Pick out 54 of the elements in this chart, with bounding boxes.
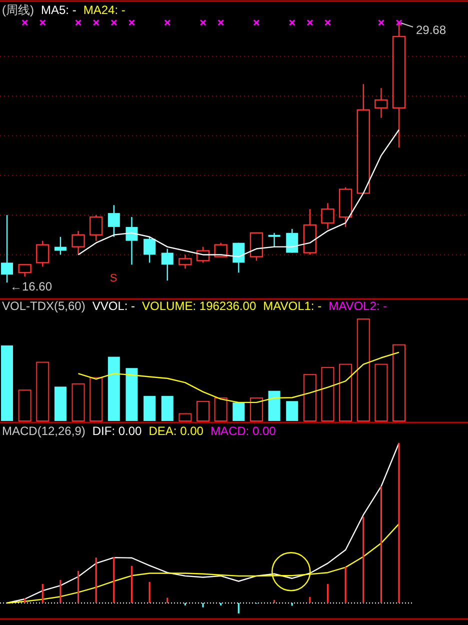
annotation: S <box>110 272 118 284</box>
text: VVOL: - <box>92 299 136 313</box>
text: DIF: 0.00 <box>92 424 142 438</box>
annotation: ←16.60 <box>10 280 52 294</box>
bar <box>392 344 406 422</box>
candlestick <box>1 214 13 284</box>
candlestick <box>72 230 85 256</box>
bar <box>90 377 103 422</box>
bar <box>144 396 156 421</box>
bar <box>303 374 316 422</box>
candlestick <box>18 264 32 278</box>
bar <box>72 383 85 422</box>
text: MA24: - <box>83 3 126 17</box>
bar <box>178 413 192 422</box>
candlestick <box>161 248 174 282</box>
chart-title: MACD(12,26,9) <box>2 424 86 438</box>
text: MAVOL2: - <box>328 299 388 313</box>
candlestick <box>36 240 50 268</box>
text: 29.68 <box>416 23 446 37</box>
bar <box>321 366 334 422</box>
text: MAVOL1: - <box>263 299 322 313</box>
candlestick <box>321 202 334 230</box>
bar <box>108 356 120 421</box>
bar <box>54 386 66 421</box>
candlestick <box>126 216 138 266</box>
bar <box>36 362 50 422</box>
bar <box>161 396 174 421</box>
bar <box>1 345 13 421</box>
bar <box>232 402 245 421</box>
bar <box>356 318 370 422</box>
text: MA5: - <box>41 3 76 17</box>
bar <box>250 397 263 422</box>
text: MACD: 0.00 <box>210 424 276 438</box>
bar <box>286 401 298 421</box>
bar <box>196 400 210 422</box>
bar <box>339 364 352 422</box>
text: VOLUME: 196236.00 <box>142 299 256 313</box>
bar <box>374 364 388 422</box>
candlestick <box>250 232 264 262</box>
bar <box>126 368 138 421</box>
candlestick <box>144 236 156 264</box>
candlestick <box>89 214 103 242</box>
chart-title: (周线) <box>2 3 34 17</box>
candlestick <box>232 242 245 274</box>
candlestick <box>268 232 280 248</box>
bar <box>268 390 280 421</box>
candlestick <box>54 236 66 256</box>
chart-title: VOL-TDX(5,60) <box>2 299 86 313</box>
text: DEA: 0.00 <box>148 424 204 438</box>
bar <box>214 397 228 422</box>
candlestick <box>374 87 388 118</box>
candlestick <box>108 204 120 238</box>
bar <box>18 390 32 422</box>
candlestick <box>178 254 192 270</box>
